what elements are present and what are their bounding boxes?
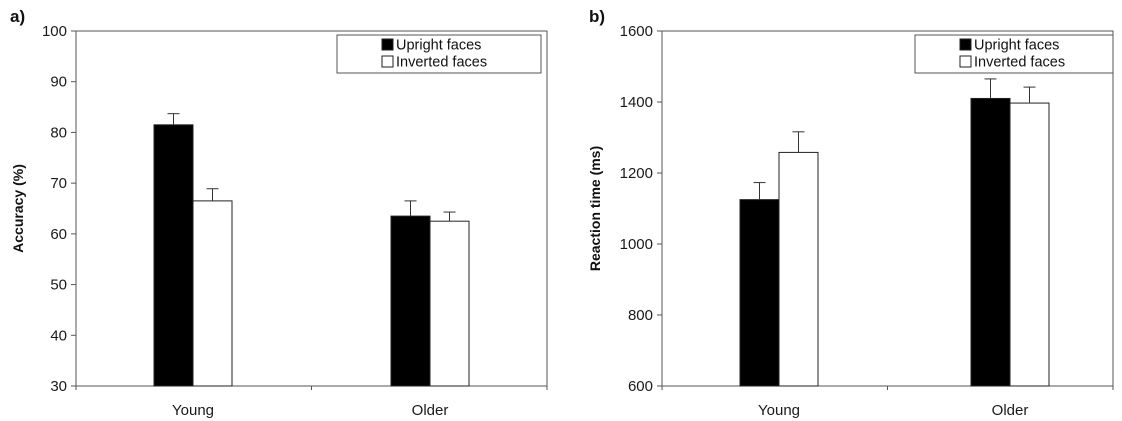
legend-label: Upright faces (396, 38, 481, 54)
y-tick-label: 70 (50, 175, 67, 192)
legend-swatch (959, 38, 972, 51)
bar-inverted (429, 220, 470, 387)
y-tick-label: 600 (628, 378, 653, 395)
plot-frame (75, 30, 548, 387)
bar-upright (153, 124, 194, 387)
y-axis-title: Reaction time (ms) (587, 146, 603, 271)
y-tick-label: 30 (50, 378, 67, 395)
legend-swatch (959, 55, 972, 68)
bar-upright (739, 199, 780, 387)
bar-inverted (1009, 102, 1050, 387)
panel-label: a) (10, 7, 25, 26)
y-tick-label: 80 (50, 124, 67, 141)
y-tick-label: 1400 (620, 94, 653, 111)
panel-label: b) (589, 7, 605, 26)
y-tick-label: 1600 (620, 23, 653, 40)
legend-swatch (381, 55, 394, 68)
y-tick-label: 100 (42, 23, 67, 40)
legend-box (914, 34, 1114, 74)
legend-label: Inverted faces (974, 55, 1065, 71)
legend-label: Upright faces (974, 38, 1059, 54)
panel-a-accuracy-chart: 30 40 50 60 70 80 90 100 Young Older Accuracy (%) a… (10, 7, 548, 419)
y-tick-label: 60 (50, 226, 67, 243)
x-category-label: Older (412, 402, 449, 419)
y-tick-label: 800 (628, 307, 653, 324)
panel-b-reaction-time-chart: 600 800 1000 1200 1400 1600 Young Older Reaction… (587, 7, 1114, 419)
legend-label: Inverted faces (396, 55, 487, 71)
x-category-label: Young (172, 402, 214, 419)
y-tick-label: 1000 (620, 236, 653, 253)
y-tick-label: 1200 (620, 165, 653, 182)
legend-box (336, 34, 542, 74)
bar-upright (390, 215, 431, 387)
bar-inverted (778, 151, 819, 387)
y-tick-label: 40 (50, 327, 67, 344)
bar-upright (970, 97, 1011, 387)
bar-inverted (192, 200, 233, 387)
y-axis-title: Accuracy (%) (10, 164, 26, 253)
x-category-label: Older (992, 402, 1029, 419)
x-category-label: Young (758, 402, 800, 419)
y-tick-label: 90 (50, 74, 67, 91)
y-tick-label: 50 (50, 277, 67, 294)
legend-swatch (381, 38, 394, 51)
